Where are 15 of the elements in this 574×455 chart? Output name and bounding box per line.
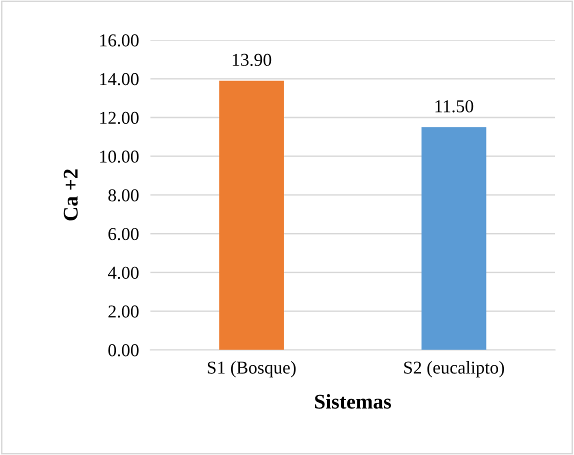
data-label: 13.90 [232,54,272,66]
y-axis-title: Ca +2 [64,169,78,220]
y-tick-label: 8.00 [108,189,139,202]
y-tick-label: 2.00 [108,305,139,318]
y-tick-label: 0.00 [108,344,139,356]
y-tick-label: 10.00 [100,150,139,163]
y-tick-label: 14.00 [100,73,139,86]
x-axis-title: Sistemas [315,394,391,409]
y-tick-label: 16.00 [100,34,139,47]
y-tick-label: 4.00 [108,266,139,279]
y-tick-label: 6.00 [108,228,139,240]
x-tick-label: S1 (Bosque) [208,361,296,378]
x-tick-label: S2 (eucalipto) [404,361,504,378]
data-label: 11.50 [436,100,474,112]
y-tick-label: 12.00 [100,112,139,124]
